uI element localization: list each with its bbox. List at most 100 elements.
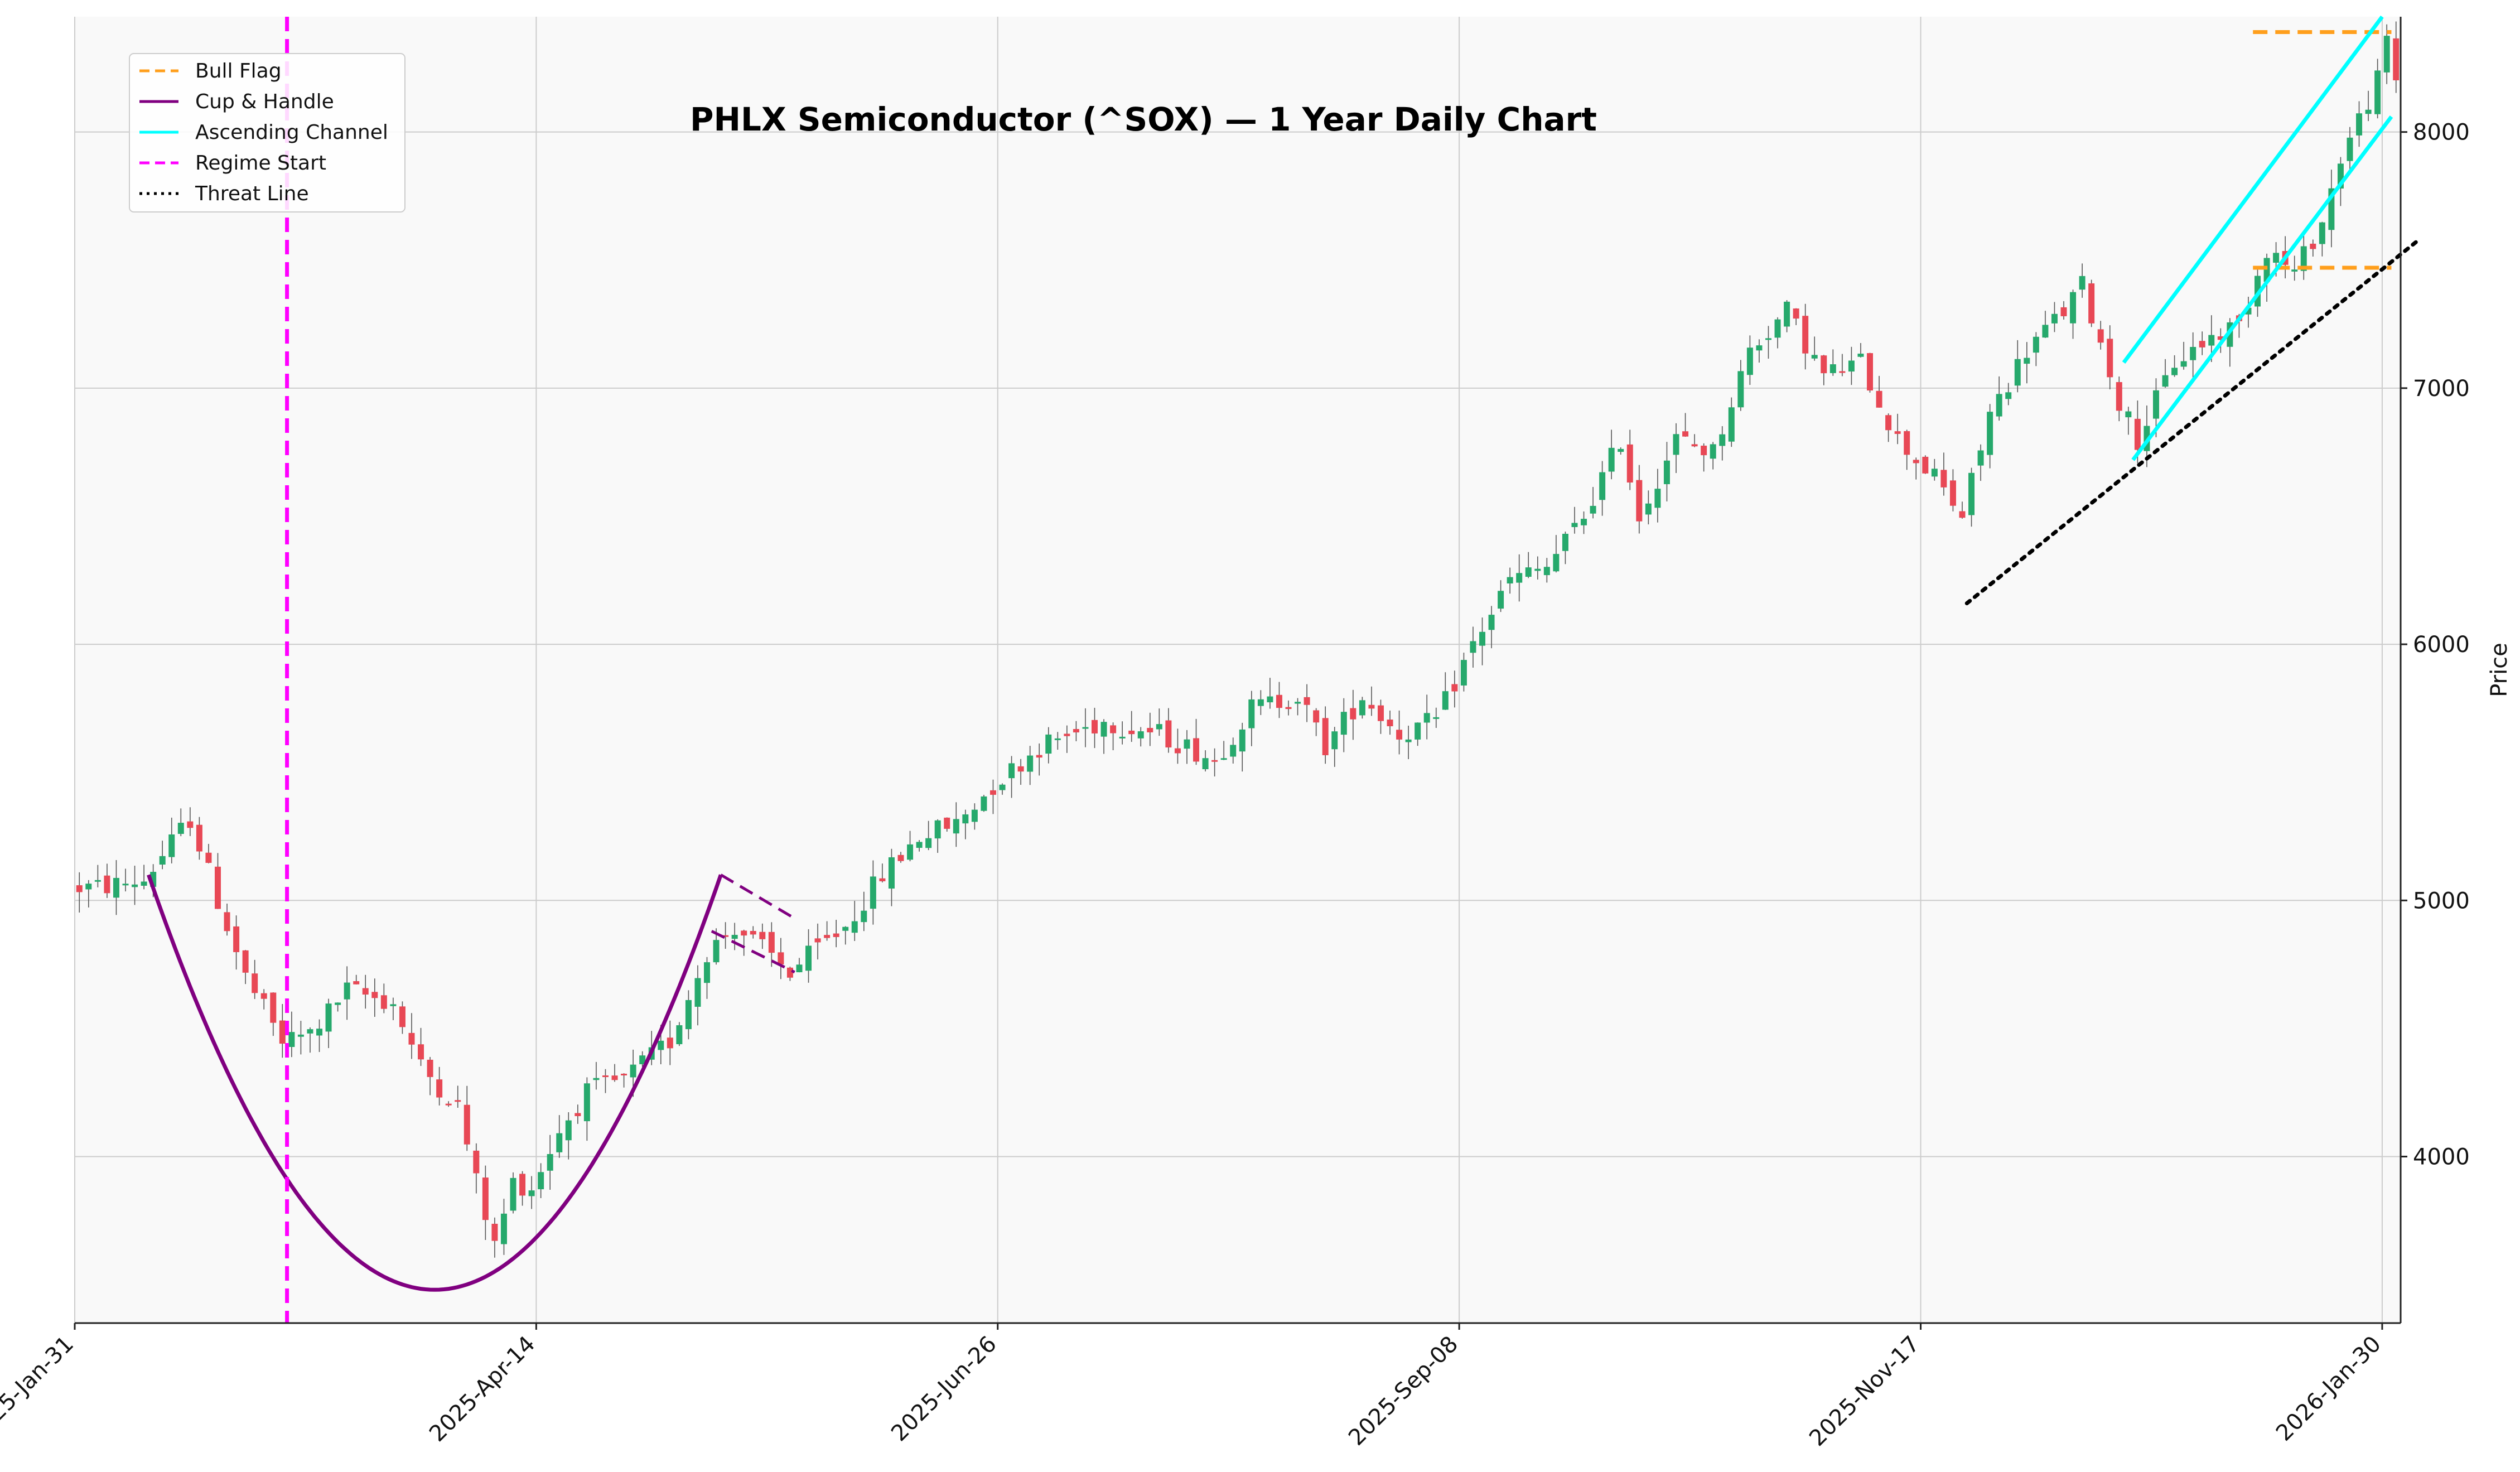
candle-down [1839,371,1846,373]
candle-up [1331,731,1338,750]
candle-up [1654,489,1661,508]
candle-down [768,932,775,953]
candle-up [2328,188,2335,230]
candle-up [1295,702,1301,704]
x-tick-label: 2025-Jun-26 [886,1331,1002,1447]
candle-up [94,880,101,882]
candle-up [1774,319,1781,338]
candle-up [694,978,701,1007]
candle-up [1728,407,1735,442]
candle-up [971,809,978,822]
candle-up [2319,222,2325,244]
candle-down [1147,728,1153,732]
handle-flag-line [711,930,795,974]
candle-up [510,1177,516,1211]
candle-up [297,1034,304,1037]
candle-up [2365,109,2372,114]
candle-down [1701,445,1707,456]
ascending-channel-line [2131,115,2393,461]
candle-down [897,855,904,861]
candle-up [2291,269,2298,272]
candle-down [1174,748,1181,754]
candle-down [242,950,249,973]
candle-down [408,1032,415,1045]
candle-up [85,884,92,890]
candle-down [1636,480,1643,522]
candle-up [556,1133,563,1152]
candle-up [1230,745,1237,757]
candle-up [953,819,959,834]
candle-down [814,938,821,943]
candle-down [575,1113,581,1117]
candle-up [1746,348,1753,375]
candle-up [141,881,147,886]
candle-down [519,1174,526,1196]
candle-down [602,1075,609,1078]
candle-down [2393,38,2400,81]
candle-up [1618,448,1624,452]
candle-up [1460,660,1467,686]
candle-down [1894,431,1901,434]
candle-down [104,875,110,894]
candle-up [2070,292,2077,324]
candle-up [1553,554,1560,572]
candle-down [427,1059,433,1077]
candle-up [2245,307,2252,315]
candle-up [1137,731,1144,739]
candle-up [842,926,849,931]
candle-up [1525,567,1532,577]
axes [75,17,2402,1324]
candle-up [113,877,119,898]
candle-up [1248,699,1255,728]
candle-up [390,1004,397,1006]
candle-up [1267,696,1273,703]
candle-up [1516,573,1523,583]
candle-up [2005,392,2012,399]
candle-down [1313,710,1320,723]
candle-up [1996,394,2002,417]
candle-down [778,952,784,964]
candle-up [1156,724,1162,730]
candle-down [1451,684,1458,692]
candle-down [1959,511,1966,518]
candle-up [676,1025,683,1045]
candle-down [667,1037,673,1049]
candle-down [436,1079,443,1098]
candle-up [2383,36,2390,73]
candle-up [2051,313,2058,324]
candle-up [1562,533,1568,551]
candle-up [1008,763,1015,779]
candle-up [1645,503,1652,515]
candle-down [1193,738,1200,762]
candle-up [2125,411,2132,418]
candle-up [1498,591,1504,609]
candle-up [1470,641,1476,653]
candle-down [1036,755,1042,758]
ascending-channel-line [2122,15,2384,364]
candle-down [353,981,360,984]
candle-up [1710,444,1716,459]
y-axis-title: Price [2487,643,2512,697]
candle-up [2300,246,2307,271]
candle-down [2107,339,2113,378]
candle-up [288,1032,295,1048]
candle-up [344,982,350,1000]
candle-down [1885,415,1892,431]
candle-up [1581,519,1587,525]
x-ticks: 2025-Jan-31 2025-Apr-14 2025-Jun-26 2025-Se… [0,1323,2386,1451]
candle-up [888,857,895,889]
candle-up [1977,450,1984,466]
candle-up [132,884,138,887]
y-tick-label: 5000 [2413,888,2470,914]
candle-down [1682,431,1689,437]
candle-up [916,842,923,848]
candle-down [1396,730,1403,740]
legend-label: Ascending Channel [195,121,388,144]
candle-up [1756,345,1763,351]
candle-up [796,964,803,973]
candle-down [399,1006,405,1027]
candle-down [2116,382,2122,411]
candle-up [2374,70,2381,114]
candle-up [1184,739,1190,749]
